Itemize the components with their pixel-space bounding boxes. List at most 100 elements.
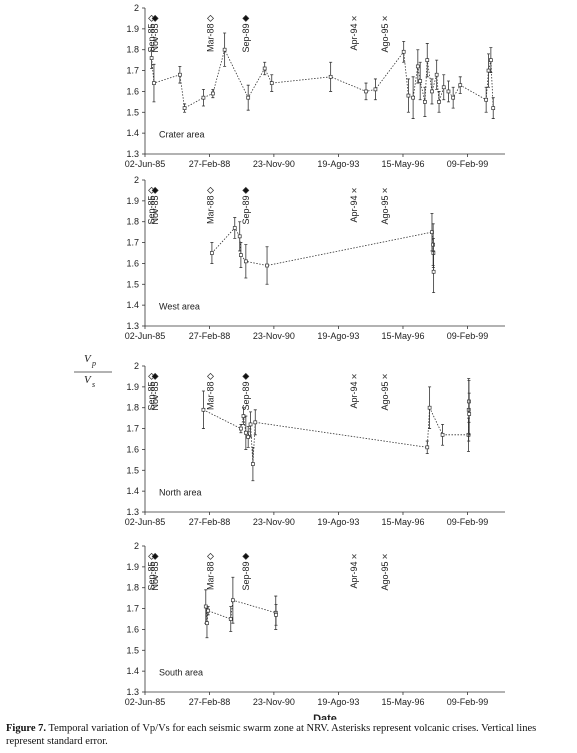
data-point — [491, 106, 496, 110]
y-tick-label: 1.5 — [126, 107, 139, 117]
panel: 1.3 1.4 1.5 1.6 1.7 1.8 1.9 2 02-Jun-85 27-Feb-88… — [125, 175, 505, 341]
data-point — [243, 259, 248, 264]
data-point — [440, 432, 445, 437]
data-point — [328, 74, 333, 79]
x-tick-label: 02-Jun-85 — [125, 517, 166, 527]
crisis-marker — [207, 372, 214, 380]
x-tick-label: 19-Ago-93 — [317, 159, 359, 169]
x-tick-label: 23-Nov-90 — [253, 159, 295, 169]
crisis-label: Ago-95 — [380, 23, 390, 52]
data-point — [269, 81, 274, 85]
shared-y-label: V p V s — [74, 353, 112, 389]
data-point — [182, 106, 187, 110]
crisis-marker — [242, 14, 250, 22]
data-point — [228, 617, 233, 621]
y-tick-label: 1.7 — [126, 604, 139, 614]
data-point — [152, 81, 156, 85]
y-label-denominator-sub: s — [92, 380, 95, 389]
x-tick-label: 27-Feb-88 — [189, 159, 231, 169]
data-point — [451, 95, 456, 100]
caption: Figure 7. Temporal variation of Vp/Vs fo… — [6, 722, 571, 748]
data-point — [239, 253, 243, 257]
crisis-marker — [351, 554, 357, 559]
crisis-label: Ago-95 — [380, 195, 390, 224]
data-point — [411, 95, 415, 100]
data-point — [205, 621, 209, 626]
x-tick-label: 02-Jun-85 — [125, 697, 166, 707]
x-tick-label: 09-Feb-99 — [447, 517, 489, 527]
data-point — [222, 47, 227, 52]
data-point — [434, 72, 439, 77]
crisis-label: Sep-89 — [241, 381, 251, 410]
crisis-label: Sep-85 — [147, 23, 157, 52]
x-tick-label: 09-Feb-99 — [447, 159, 489, 169]
data-point — [201, 95, 206, 100]
data-point — [253, 420, 258, 425]
data-point — [484, 97, 489, 102]
y-tick-label: 1.6 — [126, 258, 139, 268]
panel: 1.3 1.4 1.5 1.6 1.7 1.8 1.9 2 02-Jun-85 27-Feb-88… — [125, 361, 505, 527]
crisis-label: Nov-85 — [150, 561, 160, 590]
y-tick-label: 1.7 — [126, 66, 139, 76]
crisis-marker — [151, 552, 159, 560]
y-tick-label: 2 — [134, 3, 139, 13]
y-tick-label: 1.9 — [126, 196, 139, 206]
data-point — [201, 407, 206, 412]
crisis-label: Sep-89 — [241, 195, 251, 224]
y-tick-label: 1.6 — [126, 444, 139, 454]
y-tick-label: 1.9 — [126, 24, 139, 34]
x-tick-label: 15-May-96 — [381, 697, 424, 707]
y-tick-label: 1.5 — [126, 645, 139, 655]
data-point — [467, 412, 472, 416]
crisis-marker — [382, 16, 388, 21]
crisis-label: Mar-88 — [205, 23, 215, 52]
chart: V p V s 1.3 1.4 1.5 1.6 1.7 1.8 1.9 2 02-Jun-85 2… — [74, 3, 505, 725]
crisis-marker — [351, 16, 357, 21]
caption-label: Figure 7. — [6, 723, 47, 734]
crisis-label: Sep-85 — [147, 561, 157, 590]
crisis-marker — [351, 188, 357, 193]
data-point — [446, 89, 451, 94]
y-label-numerator: V — [84, 353, 92, 365]
panel-label: West area — [159, 301, 200, 311]
x-tick-label: 19-Ago-93 — [317, 697, 359, 707]
data-point — [489, 58, 493, 62]
crisis-marker — [382, 374, 388, 379]
caption-text: Temporal variation of Vp/Vs for each sei… — [6, 723, 537, 747]
data-point — [232, 226, 237, 230]
data-point — [149, 56, 154, 60]
y-tick-label: 1.4 — [126, 300, 139, 310]
y-tick-label: 1.3 — [126, 507, 139, 517]
data-point — [401, 49, 406, 54]
panel: 1.3 1.4 1.5 1.6 1.7 1.8 1.9 2 02-Jun-85 27-Feb-88… — [125, 541, 505, 725]
crisis-label: Mar-88 — [205, 381, 215, 410]
data-point — [427, 405, 432, 410]
crisis-marker — [242, 372, 250, 380]
y-tick-label: 1.6 — [126, 86, 139, 96]
y-tick-label: 1.9 — [126, 562, 139, 572]
y-tick-label: 2 — [134, 175, 139, 185]
crisis-marker — [242, 552, 250, 560]
y-tick-label: 2 — [134, 361, 139, 371]
x-axis-label: Date — [313, 713, 337, 720]
data-point — [458, 83, 463, 88]
data-point — [423, 100, 427, 104]
y-tick-label: 1.4 — [126, 666, 139, 676]
y-tick-label: 1.9 — [126, 382, 139, 392]
x-tick-label: 27-Feb-88 — [189, 331, 231, 341]
data-point — [248, 422, 253, 427]
data-point — [418, 79, 423, 83]
panel-label: South area — [159, 667, 203, 677]
panel-label: Crater area — [159, 129, 205, 139]
data-point — [251, 462, 255, 466]
panel: 1.3 1.4 1.5 1.6 1.7 1.8 1.9 2 02-Jun-85 27-Feb-88… — [125, 3, 505, 169]
crisis-marker — [151, 14, 159, 22]
y-tick-label: 1.3 — [126, 321, 139, 331]
crisis-marker — [351, 374, 357, 379]
crisis-marker — [207, 14, 214, 22]
data-point — [441, 85, 446, 90]
data-point — [237, 234, 242, 239]
crisis-marker — [151, 372, 159, 380]
crisis-marker — [207, 552, 214, 560]
